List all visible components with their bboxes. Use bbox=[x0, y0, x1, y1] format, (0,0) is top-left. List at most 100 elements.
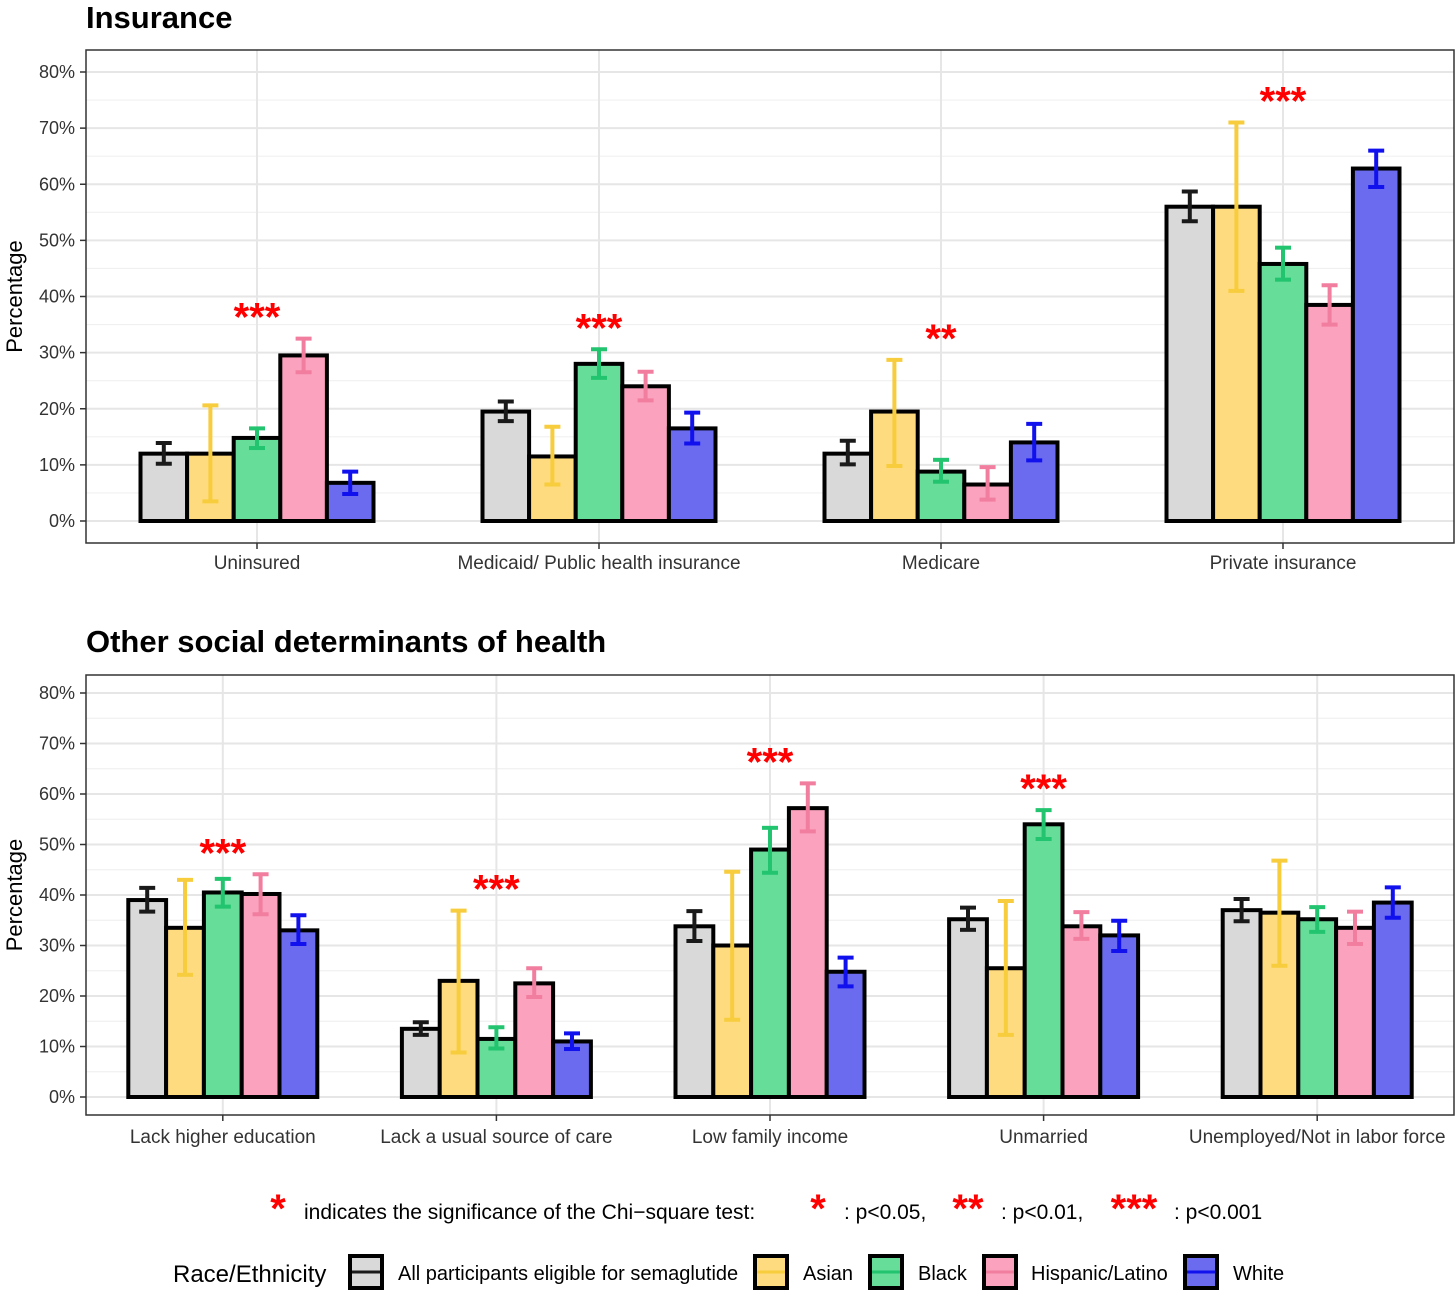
error-bar bbox=[155, 440, 172, 466]
significance-stars: *** bbox=[1260, 80, 1307, 124]
bar bbox=[278, 353, 329, 523]
note-p-label-1: : p<0.05, bbox=[844, 1201, 926, 1224]
bar bbox=[399, 1026, 442, 1099]
error-bar bbox=[1368, 148, 1385, 190]
bar bbox=[1334, 925, 1376, 1100]
y-tick-label: 80% bbox=[39, 62, 75, 82]
y-tick-label: 10% bbox=[39, 1037, 75, 1057]
error-bar bbox=[177, 877, 193, 977]
error-bar bbox=[979, 465, 996, 502]
y-tick-label: 20% bbox=[39, 399, 75, 419]
y-tick-label: 10% bbox=[39, 455, 75, 475]
error-bar bbox=[290, 913, 307, 946]
y-tick-label: 0% bbox=[49, 1087, 75, 1107]
error-bar bbox=[839, 438, 856, 467]
x-category-label: Lack a usual source of care bbox=[380, 1127, 612, 1148]
bar bbox=[1022, 822, 1065, 1099]
bar bbox=[666, 426, 718, 523]
bar bbox=[1371, 900, 1414, 1100]
error-bar bbox=[1275, 245, 1291, 282]
bar bbox=[201, 890, 244, 1099]
chart-panels: Insurance 0% 10% 20% 30% 40% 50% 60% 70% 80% Unins… bbox=[2, 0, 1455, 1148]
error-bar bbox=[139, 885, 156, 914]
y-tick-label: 40% bbox=[39, 885, 75, 905]
legend-label-asian: Asian bbox=[803, 1263, 853, 1285]
legend: Race/Ethnicity All participants eligible… bbox=[173, 1254, 1284, 1290]
y-tick-label: 70% bbox=[39, 734, 75, 754]
bar bbox=[620, 384, 671, 523]
x-category-label: Unmarried bbox=[999, 1127, 1088, 1148]
bar bbox=[126, 898, 169, 1099]
error-bar bbox=[544, 424, 561, 487]
bar bbox=[1296, 917, 1339, 1099]
error-bar bbox=[214, 876, 231, 909]
bar bbox=[1304, 302, 1355, 524]
error-bar bbox=[526, 966, 543, 1000]
y-tick-label: 60% bbox=[39, 174, 75, 194]
bar bbox=[947, 917, 989, 1099]
note-star-2: ** bbox=[952, 1187, 984, 1231]
error-bar bbox=[249, 426, 265, 451]
error-bar bbox=[1228, 120, 1245, 293]
significance-stars: *** bbox=[199, 831, 246, 875]
error-bar bbox=[1347, 909, 1363, 946]
panel-1: Insurance 0% 10% 20% 30% 40% 50% 60% 70% 80% Unins… bbox=[2, 0, 1455, 574]
legend-key bbox=[753, 1254, 789, 1290]
y-tick-label: 20% bbox=[39, 986, 75, 1006]
error-bar bbox=[342, 469, 359, 497]
x-category-label: Medicare bbox=[902, 553, 980, 574]
error-bar bbox=[997, 899, 1014, 1037]
bar bbox=[673, 924, 716, 1099]
bar bbox=[231, 435, 283, 523]
bar bbox=[1098, 933, 1141, 1100]
error-bar bbox=[684, 410, 701, 446]
y-tick-label: 60% bbox=[39, 784, 75, 804]
y-tick-label: 30% bbox=[39, 936, 75, 956]
note-p-label-3: : p<0.001 bbox=[1174, 1201, 1262, 1224]
bar bbox=[1257, 261, 1309, 523]
y-tick-label: 30% bbox=[39, 343, 75, 363]
x-category-label: Lack higher education bbox=[130, 1127, 316, 1148]
bar bbox=[786, 806, 829, 1099]
error-bar bbox=[488, 1025, 505, 1051]
y-tick-label: 50% bbox=[39, 230, 75, 250]
error-bar bbox=[886, 357, 903, 468]
bar bbox=[480, 409, 532, 523]
error-bar bbox=[252, 872, 269, 917]
significance-stars: ** bbox=[925, 317, 957, 361]
error-bar bbox=[591, 347, 607, 380]
legend-label-black: Black bbox=[918, 1263, 968, 1285]
significance-stars: *** bbox=[1020, 767, 1067, 811]
x-category-label: Low family income bbox=[692, 1127, 848, 1148]
error-bar bbox=[960, 905, 976, 932]
error-bar bbox=[1271, 858, 1288, 968]
plot-border bbox=[85, 674, 1455, 1116]
legend-key bbox=[348, 1254, 384, 1290]
error-bar bbox=[412, 1020, 429, 1037]
error-bar bbox=[1073, 910, 1090, 941]
error-bar bbox=[564, 1031, 580, 1052]
error-bar bbox=[1309, 905, 1326, 934]
y-tick-label: 70% bbox=[39, 118, 75, 138]
y-axis-label: Percentage bbox=[2, 839, 27, 952]
x-category-label: Unemployed/Not in labor force bbox=[1189, 1127, 1446, 1148]
y-tick-label: 0% bbox=[49, 511, 75, 531]
error-bar bbox=[450, 908, 467, 1055]
significance-stars: *** bbox=[576, 306, 623, 350]
x-category-label: Private insurance bbox=[1210, 553, 1357, 574]
note-star-1: * bbox=[810, 1187, 826, 1231]
plot-border bbox=[85, 49, 1455, 544]
error-bar bbox=[837, 955, 854, 989]
error-bar bbox=[1233, 897, 1250, 924]
error-bar bbox=[1026, 421, 1043, 463]
bar bbox=[1220, 908, 1263, 1100]
error-bar bbox=[1321, 283, 1338, 327]
bar bbox=[1164, 204, 1216, 523]
legend-key bbox=[1183, 1254, 1219, 1290]
error-bar bbox=[686, 909, 703, 943]
significance-note: * indicates the significance of the Chi−… bbox=[270, 1187, 1262, 1231]
note-star: * bbox=[270, 1187, 286, 1231]
error-bar bbox=[1181, 189, 1198, 224]
error-bar bbox=[202, 403, 219, 504]
bar bbox=[239, 891, 282, 1099]
